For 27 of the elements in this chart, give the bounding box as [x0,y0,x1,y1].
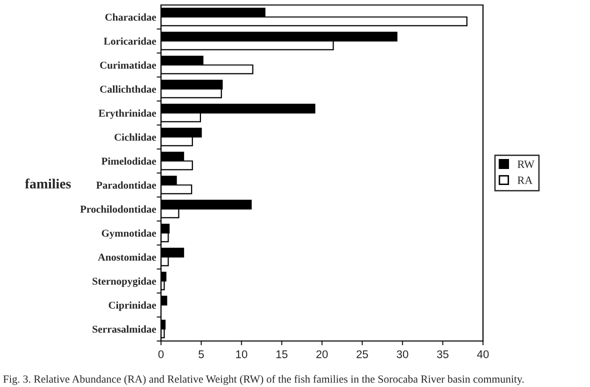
y-tick-label: Anostomidae [98,253,156,261]
x-tick-label: 40 [477,350,489,358]
y-tick-label: Erythrinidae [98,109,156,119]
x-tick-label: 0 [158,350,164,358]
x-tick-label: 15 [276,350,288,358]
y-tick-label: Pimelodidae [101,157,156,165]
y-tick-label: Callichthdae [100,85,156,93]
y-tick-label: Curimatidae [100,61,156,69]
x-tick-label: 20 [316,350,328,358]
y-axis-title: families [24,178,71,188]
y-tick-label: Gymnotidae [102,229,156,239]
x-tick-label: 5 [198,350,204,358]
legend-label: RA [518,176,533,184]
y-tick-label: Prochilodontidae [80,205,156,213]
y-tick-label: Characidae [105,13,156,21]
caption: Fig. 3. Relative Abundance (RA) and Relative Weight (RW) of the fish families in the Sorocaba River basin community. [3,375,524,385]
x-tick-label: 10 [236,350,248,358]
y-tick-label: Paradontidae [96,181,156,189]
x-tick-label: 25 [356,350,368,358]
x-tick-label: 35 [436,350,448,358]
y-tick-label: Cichlidae [114,133,156,141]
legend-label: RW [518,160,534,168]
y-tick-label: Serrasalmidae [92,325,156,333]
y-tick-label: Ciprinidae [108,301,156,311]
y-tick-label: Loricaridae [104,37,156,45]
y-tick-label: Sternopygidae [92,277,156,287]
x-tick-label: 30 [396,350,408,358]
